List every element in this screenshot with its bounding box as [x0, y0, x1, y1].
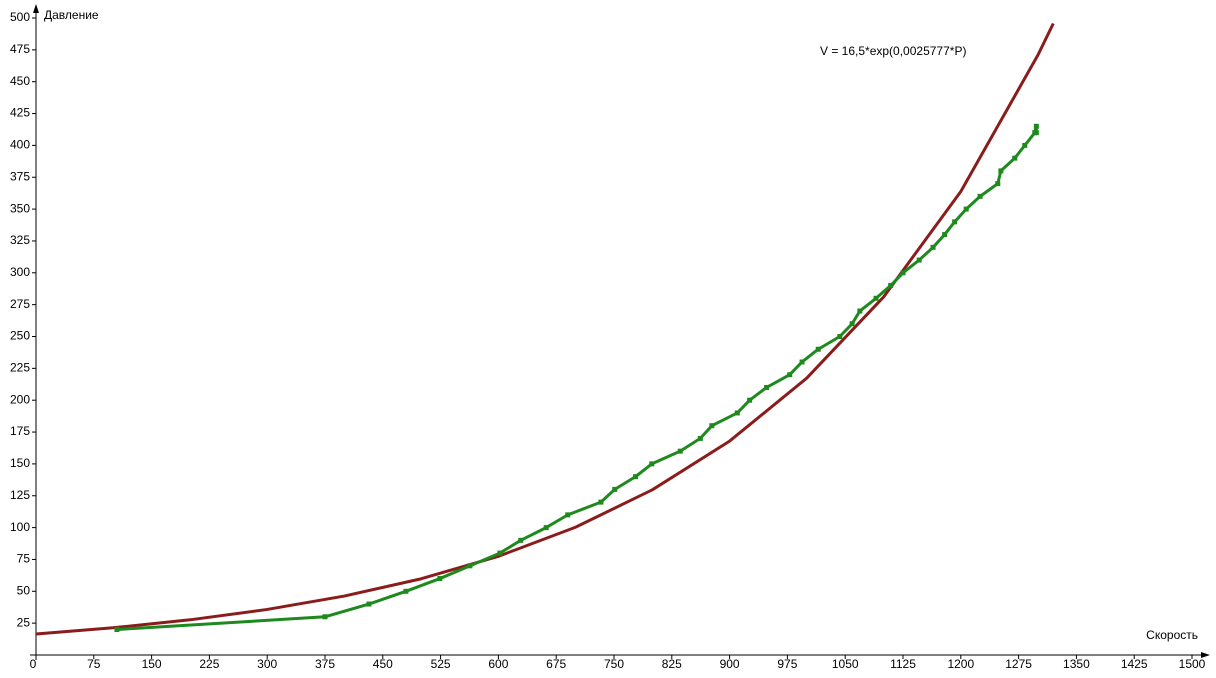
y-tick-label: 375	[10, 169, 30, 183]
point	[612, 486, 618, 492]
y-tick-label: 450	[10, 74, 30, 88]
point	[497, 550, 503, 556]
point	[900, 270, 906, 276]
point	[952, 219, 958, 225]
y-tick-label: 250	[10, 329, 30, 343]
x-tick-label: 825	[662, 657, 682, 671]
x-tick-label: 300	[257, 657, 277, 671]
x-tick-label: 1350	[1063, 657, 1090, 671]
y-tick-label: 425	[10, 106, 30, 120]
annotation: V = 16,5*exp(0,0025777*P)	[820, 44, 966, 58]
x-tick-label: 375	[315, 657, 335, 671]
point	[963, 206, 969, 212]
y-tick-label: 500	[10, 10, 30, 24]
x-tick-label: 150	[142, 657, 162, 671]
x-tick-label: 975	[777, 657, 797, 671]
y-tick-label: 350	[10, 201, 30, 215]
x-axis-label: Скорость	[1146, 628, 1198, 642]
point	[543, 525, 549, 531]
point	[873, 295, 879, 301]
point	[837, 334, 843, 339]
point	[1033, 130, 1039, 136]
y-axis-arrow	[33, 4, 39, 13]
y-tick-label: 50	[17, 583, 31, 597]
x-tick-label: 750	[604, 657, 624, 671]
y-tick-label: 300	[10, 265, 30, 279]
x-tick-label: 0	[30, 657, 37, 671]
point	[598, 499, 604, 505]
point	[916, 257, 922, 263]
x-tick-label: 225	[199, 657, 219, 671]
point	[764, 384, 770, 390]
point	[1022, 142, 1028, 148]
x-tick-label: 1275	[1005, 657, 1032, 671]
point	[1033, 123, 1039, 129]
y-tick-label: 100	[10, 520, 30, 534]
point	[633, 474, 639, 480]
point	[799, 359, 805, 365]
point	[114, 627, 120, 633]
point	[787, 372, 793, 378]
point	[467, 563, 473, 569]
point	[849, 321, 855, 327]
y-tick-label: 325	[10, 233, 30, 247]
point	[815, 346, 821, 352]
point	[977, 193, 983, 199]
x-tick-label: 1425	[1121, 657, 1148, 671]
x-tick-label: 525	[431, 657, 451, 671]
x-tick-label: 900	[720, 657, 740, 671]
y-axis-label: Давление	[44, 8, 99, 22]
y-tick-label: 475	[10, 42, 30, 56]
point	[747, 397, 753, 403]
y-tick-label: 175	[10, 424, 30, 438]
y-tick-label: 75	[17, 552, 31, 566]
point	[565, 512, 571, 518]
point	[709, 423, 715, 429]
y-tick-label: 150	[10, 456, 30, 470]
point	[857, 308, 863, 314]
x-tick-label: 675	[546, 657, 566, 671]
point	[677, 448, 683, 454]
point	[1012, 155, 1018, 161]
point	[930, 244, 936, 250]
point	[437, 576, 443, 582]
y-tick-label: 200	[10, 392, 30, 406]
x-tick-label: 1125	[890, 657, 916, 671]
x-tick-label: 450	[373, 657, 393, 671]
point	[734, 410, 740, 416]
point	[518, 537, 524, 543]
point	[322, 614, 328, 620]
series-line	[35, 22, 1055, 636]
x-tick-label: 1200	[947, 657, 974, 671]
x-tick-label: 75	[87, 657, 101, 671]
point	[942, 232, 948, 238]
y-tick-label: 400	[10, 138, 30, 152]
y-tick-label: 125	[10, 488, 30, 502]
point	[697, 435, 703, 441]
point	[998, 168, 1004, 174]
point	[403, 588, 409, 594]
x-axis-arrow	[1201, 652, 1210, 658]
point	[366, 601, 372, 607]
y-tick-label: 275	[10, 297, 30, 311]
point	[995, 181, 1001, 187]
x-tick-label: 600	[488, 657, 508, 671]
point	[888, 283, 894, 289]
x-tick-label: 1500	[1179, 657, 1206, 671]
series-line	[116, 124, 1038, 632]
y-tick-label: 25	[17, 615, 31, 629]
x-tick-label: 1050	[832, 657, 859, 671]
point	[649, 461, 655, 467]
y-tick-label: 225	[10, 361, 30, 375]
